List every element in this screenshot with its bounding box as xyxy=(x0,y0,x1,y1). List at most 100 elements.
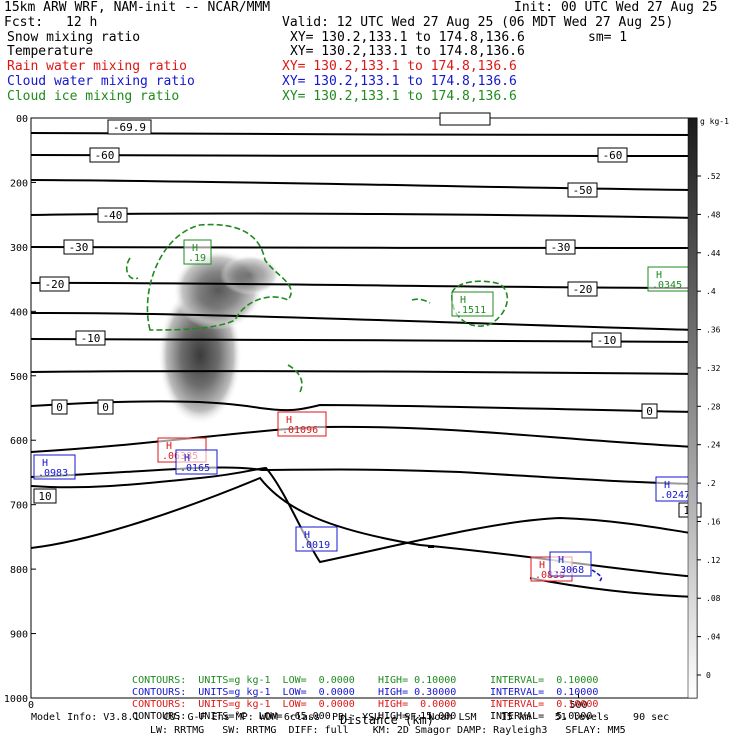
max-label: H.1511 xyxy=(451,291,494,317)
colorbar-tick-label: .16 xyxy=(706,517,721,526)
y-tick-label: 800 xyxy=(10,565,28,576)
y-tick-label: 900 xyxy=(10,630,28,641)
valid-time: Valid: 12 UTC Wed 27 Aug 25 (06 MDT Wed … xyxy=(282,15,674,30)
init-time: Init: 00 UTC Wed 27 Aug 25 xyxy=(514,0,718,15)
colorbar-tick-label: .48 xyxy=(706,210,721,219)
contour-spec-temp-interval: INTERVAL= 5.0000 xyxy=(490,711,593,722)
temperature-label: -60 xyxy=(597,147,628,163)
svg-text:H: H xyxy=(539,560,545,571)
temperature-label: -10 xyxy=(591,332,622,348)
svg-text:-50: -50 xyxy=(573,184,593,197)
cloud-ice-contours xyxy=(125,223,509,393)
svg-text:.0247: .0247 xyxy=(660,490,690,501)
snow-shading xyxy=(158,250,280,425)
forecast-label: Fcst: xyxy=(4,15,44,30)
max-labels: H.19H.1511H.0345H.01096H.06385H.0165H.09… xyxy=(33,239,698,582)
field-name-rain: Rain water mixing ratio xyxy=(7,59,188,74)
contour-spec-rain-text: CONTOURS: UNITS=g kg-1 LOW= 0.0000 xyxy=(132,699,355,710)
max-label: H.0019 xyxy=(295,526,338,552)
svg-text:H: H xyxy=(166,441,172,452)
y-tick-label: 700 xyxy=(10,501,28,512)
forecast-hour: 12 h xyxy=(66,15,98,30)
temperature-label-partial xyxy=(439,112,491,126)
y-tick-label: 600 xyxy=(10,436,28,447)
contour-spec-temp-text: CONTOURS: UNITS=°C LOW= -65.000 xyxy=(132,711,331,722)
max-label: H.0345 xyxy=(647,266,690,292)
svg-text:.19: .19 xyxy=(188,253,206,264)
field-xy-rain: XY= 130.2,133.1 to 174.8,136.6 xyxy=(282,59,517,74)
svg-text:-40: -40 xyxy=(103,209,123,222)
y-tick-label: 00 xyxy=(16,114,28,125)
temperature-label: -30 xyxy=(63,239,94,255)
y-tick-label: 400 xyxy=(10,307,28,318)
colorbar-tick-label: .04 xyxy=(706,633,721,642)
x-tick-label: 0 xyxy=(28,700,34,711)
temperature-labels: -69.9 -60 -60 -50 -40 -30 -30 -20 -20 -10 -10 0 0 0 10… xyxy=(33,112,702,518)
field-xy-temperature: XY= 130.2,133.1 to 174.8,136.6 xyxy=(290,44,525,59)
svg-text:H: H xyxy=(192,243,198,254)
svg-text:-20: -20 xyxy=(45,278,65,291)
svg-text:-20: -20 xyxy=(573,283,593,296)
field-name-snow: Snow mixing ratio xyxy=(7,30,141,45)
temperature-label: 10 xyxy=(33,488,57,504)
svg-text:H: H xyxy=(184,453,190,464)
svg-text:0: 0 xyxy=(646,405,653,418)
contour-spec-water: CONTOURS: UNITS=g kg-1 LOW= 0.0000 HIGH= … xyxy=(120,676,598,698)
field-xy-cloud-ice: XY= 130.2,133.1 to 174.8,136.6 xyxy=(282,89,517,104)
temperature-label: -60 xyxy=(89,147,120,163)
contour-spec-ice-high: HIGH= 0.10000 xyxy=(378,675,457,686)
svg-text:H: H xyxy=(460,295,466,306)
svg-text:.0165: .0165 xyxy=(180,463,210,474)
contour-spec-water-high: HIGH= 0.30000 xyxy=(378,687,457,698)
svg-text:H: H xyxy=(304,530,310,541)
y-tick-label: 500 xyxy=(10,372,28,383)
colorbar-tick-label: .52 xyxy=(706,172,721,181)
svg-text:H: H xyxy=(286,415,292,426)
contour-spec-temp-high: HIGH= 15.000 xyxy=(378,711,457,722)
temperature-label: 0 xyxy=(641,403,658,419)
model-info-line1: Model Info: V3.8.1 CU: G-F Ens MP: WDM 6… xyxy=(31,712,670,723)
temperature-label: 0 xyxy=(97,399,114,415)
svg-text:-60: -60 xyxy=(603,149,623,162)
terrain-detail xyxy=(428,545,434,548)
y-axis-ticks: 00 200 300 400 500 600 700 800 900 1000 xyxy=(4,114,36,705)
max-label: H.0165 xyxy=(175,449,218,475)
temperature-label: 0 xyxy=(51,399,68,415)
field-name-temperature: Temperature xyxy=(7,44,94,59)
field-xy-snow: XY= 130.2,133.1 to 174.8,136.6 xyxy=(290,30,525,45)
svg-text:.1511: .1511 xyxy=(456,305,486,316)
max-label: H.19 xyxy=(183,239,212,265)
x-axis-ticks: 0 500 xyxy=(28,693,588,711)
contour-spec-ice-text: CONTOURS: UNITS=g kg-1 LOW= 0.0000 xyxy=(132,675,355,686)
y-tick-label: 300 xyxy=(10,243,28,254)
temperature-contours xyxy=(30,132,698,598)
temperature-label: -20 xyxy=(39,276,70,292)
temperature-label: -40 xyxy=(97,207,128,223)
contour-spec-rain-high: HIGH= 0.0000 xyxy=(378,699,457,710)
temperature-label: -30 xyxy=(545,239,576,255)
colorbar-tick-label: .24 xyxy=(706,441,721,450)
temperature-label: -10 xyxy=(75,330,106,346)
colorbar-tick-label: .28 xyxy=(706,402,721,411)
contour-spec-ice: CONTOURS: UNITS=g kg-1 LOW= 0.0000 HIGH= … xyxy=(120,664,598,686)
svg-text:10: 10 xyxy=(38,490,51,503)
svg-text:H: H xyxy=(42,458,48,469)
svg-text:0: 0 xyxy=(102,401,109,414)
model-title: 15km ARW WRF, NAM-init -- NCAR/MMM xyxy=(4,0,271,15)
colorbar-tick-label: .36 xyxy=(706,326,721,335)
contour-spec-water-interval: INTERVAL= 0.10000 xyxy=(490,687,599,698)
svg-text:.3068: .3068 xyxy=(554,565,584,576)
colorbar-tick-label: 0 xyxy=(706,671,711,680)
svg-text:0: 0 xyxy=(56,401,63,414)
field-name-cloud-ice: Cloud ice mixing ratio xyxy=(7,89,180,104)
contour-spec-rain-interval: INTERVAL= 0.10000 xyxy=(490,699,599,710)
colorbar-tick-label: .32 xyxy=(706,364,721,373)
svg-text:-30: -30 xyxy=(551,241,571,254)
colorbar-units: g kg-1 xyxy=(700,117,729,126)
svg-text:-10: -10 xyxy=(81,332,101,345)
svg-text:-10: -10 xyxy=(597,334,617,347)
max-label: H.0983 xyxy=(33,454,76,480)
svg-text:.0983: .0983 xyxy=(38,468,68,479)
temperature-label: -20 xyxy=(567,281,598,297)
